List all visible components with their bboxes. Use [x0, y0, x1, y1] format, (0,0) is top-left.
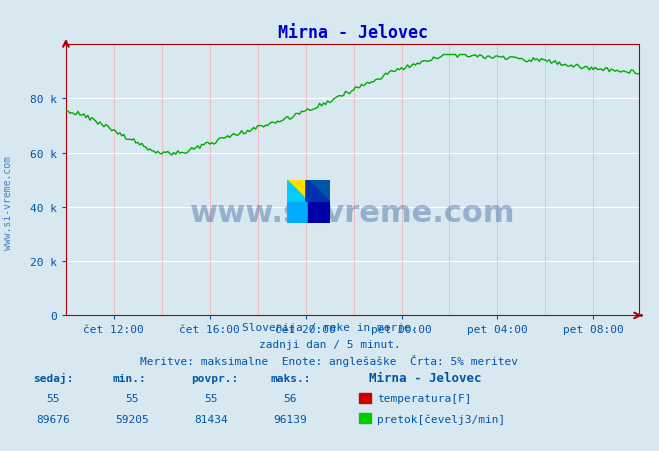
Bar: [359, 413, 371, 423]
Text: pretok[čevelj3/min]: pretok[čevelj3/min]: [377, 413, 505, 423]
Text: zadnji dan / 5 minut.: zadnji dan / 5 minut.: [258, 339, 401, 349]
Polygon shape: [287, 180, 308, 202]
Text: temperatura[F]: temperatura[F]: [377, 393, 471, 403]
Bar: [308, 180, 330, 202]
Text: 55: 55: [125, 393, 138, 403]
Text: sedaj:: sedaj:: [33, 372, 73, 383]
Title: Mirna - Jelovec: Mirna - Jelovec: [277, 24, 428, 42]
Text: Meritve: maksimalne  Enote: anglešaške  Črta: 5% meritev: Meritve: maksimalne Enote: anglešaške Čr…: [140, 354, 519, 366]
Text: 96139: 96139: [273, 414, 307, 423]
Polygon shape: [308, 202, 330, 223]
Polygon shape: [306, 180, 330, 202]
Bar: [359, 393, 371, 403]
Text: 55: 55: [46, 393, 59, 403]
Text: www.si-vreme.com: www.si-vreme.com: [190, 198, 515, 227]
Text: maks.:: maks.:: [270, 373, 310, 383]
Text: 55: 55: [204, 393, 217, 403]
Text: 81434: 81434: [194, 414, 228, 423]
Bar: [287, 202, 308, 223]
Text: povpr.:: povpr.:: [191, 373, 239, 383]
Text: min.:: min.:: [112, 373, 146, 383]
Polygon shape: [308, 180, 330, 202]
Text: 56: 56: [283, 393, 297, 403]
Text: Mirna - Jelovec: Mirna - Jelovec: [369, 371, 482, 384]
Text: 89676: 89676: [36, 414, 70, 423]
Text: www.si-vreme.com: www.si-vreme.com: [3, 156, 13, 250]
Text: Slovenija / reke in morje.: Slovenija / reke in morje.: [242, 322, 417, 332]
Text: 59205: 59205: [115, 414, 149, 423]
Bar: [308, 202, 330, 223]
Bar: [287, 180, 308, 202]
